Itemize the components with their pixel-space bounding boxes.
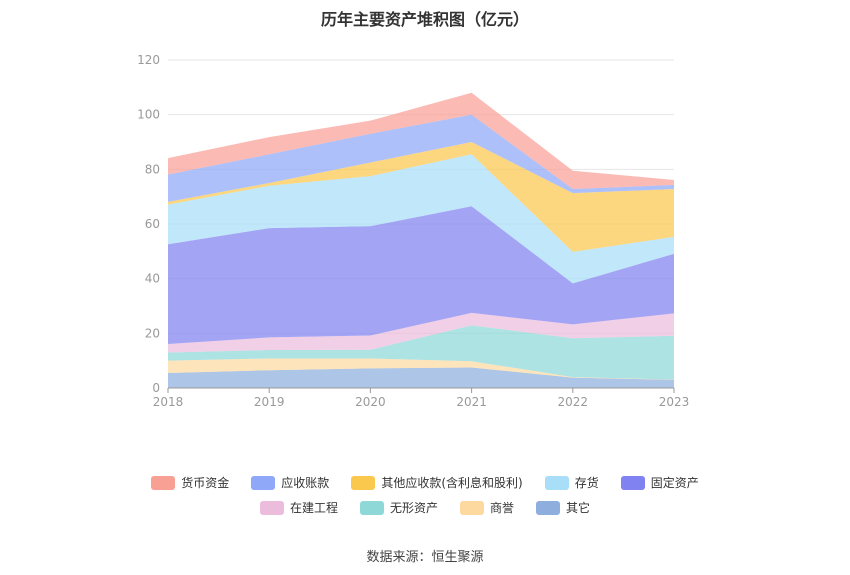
source-note: 数据来源：恒生聚源 (366, 550, 484, 565)
area-series-货币资金 (168, 92, 674, 190)
legend-item[interactable]: 无形资产 (359, 499, 438, 516)
legend: 货币资金 应收账款 其他应收款(含利息和股利) 存货 固定资产 在建工程 无形资产 商誉 其它 (0, 474, 850, 524)
legend-item[interactable]: 商誉 (460, 499, 514, 516)
y-tick-label: 80 (145, 162, 160, 176)
x-tick-label: 2019 (254, 395, 285, 409)
legend-swatch (536, 500, 561, 515)
legend-label: 存货 (574, 476, 599, 490)
legend-swatch (351, 475, 376, 490)
legend-item[interactable]: 其它 (536, 499, 590, 516)
x-tick-label: 2021 (456, 395, 487, 409)
area-series-其它 (168, 367, 674, 388)
legend-row: 货币资金 应收账款 其他应收款(含利息和股利) 存货 固定资产 (0, 474, 850, 491)
legend-label: 固定资产 (650, 476, 699, 490)
y-tick-label: 0 (152, 381, 160, 395)
legend-label: 其他应收款(含利息和股利) (381, 476, 523, 490)
y-axis: 0 20 40 60 80 100 120 (137, 53, 160, 395)
x-tick-label: 2018 (153, 395, 184, 409)
x-axis: 2018 2019 2020 2021 2022 2023 (153, 387, 690, 409)
area-series-在建工程 (168, 312, 674, 353)
legend-swatch (460, 500, 484, 515)
y-tick-label: 40 (145, 272, 160, 286)
y-tick-label: 120 (137, 53, 160, 67)
legend-swatch (151, 475, 176, 490)
y-tick-label: 100 (137, 108, 160, 122)
legend-swatch (620, 475, 645, 490)
legend-item[interactable]: 在建工程 (259, 499, 338, 516)
legend-label: 应收账款 (281, 476, 330, 490)
legend-item[interactable]: 固定资产 (620, 474, 699, 491)
legend-label: 在建工程 (289, 501, 338, 515)
area-series-无形资产 (168, 325, 674, 380)
legend-label: 无形资产 (389, 501, 438, 515)
area-series-存货 (168, 154, 674, 284)
legend-label: 商誉 (490, 501, 515, 515)
x-tick-label: 2020 (355, 395, 386, 409)
area-series-应收账款 (168, 114, 674, 202)
area-series-商誉 (168, 358, 674, 380)
area-series (168, 92, 674, 388)
legend-swatch (259, 500, 284, 515)
stacked-area-chart: 0 20 40 60 80 100 120 2018 2019 2020 2021 2022 2023 (137, 53, 690, 409)
x-tick-label: 2023 (659, 395, 690, 409)
legend-item[interactable]: 其他应收款(含利息和股利) (351, 474, 523, 491)
legend-swatch (544, 475, 569, 490)
x-tick-label: 2022 (558, 395, 589, 409)
legend-item[interactable]: 货币资金 (151, 474, 229, 491)
area-series-其他应收款(含利息和股利) (168, 142, 674, 252)
area-series-固定资产 (168, 206, 674, 344)
chart-title: 历年主要资产堆积图（亿元） (320, 10, 529, 29)
legend-label: 货币资金 (181, 476, 230, 490)
legend-item[interactable]: 应收账款 (251, 474, 329, 491)
legend-label: 其它 (566, 501, 591, 515)
legend-item[interactable]: 存货 (544, 474, 599, 491)
legend-row: 在建工程 无形资产 商誉 其它 (0, 499, 850, 516)
legend-swatch (359, 500, 384, 515)
legend-swatch (251, 475, 276, 490)
y-tick-label: 60 (145, 217, 160, 231)
y-tick-label: 20 (145, 326, 160, 340)
